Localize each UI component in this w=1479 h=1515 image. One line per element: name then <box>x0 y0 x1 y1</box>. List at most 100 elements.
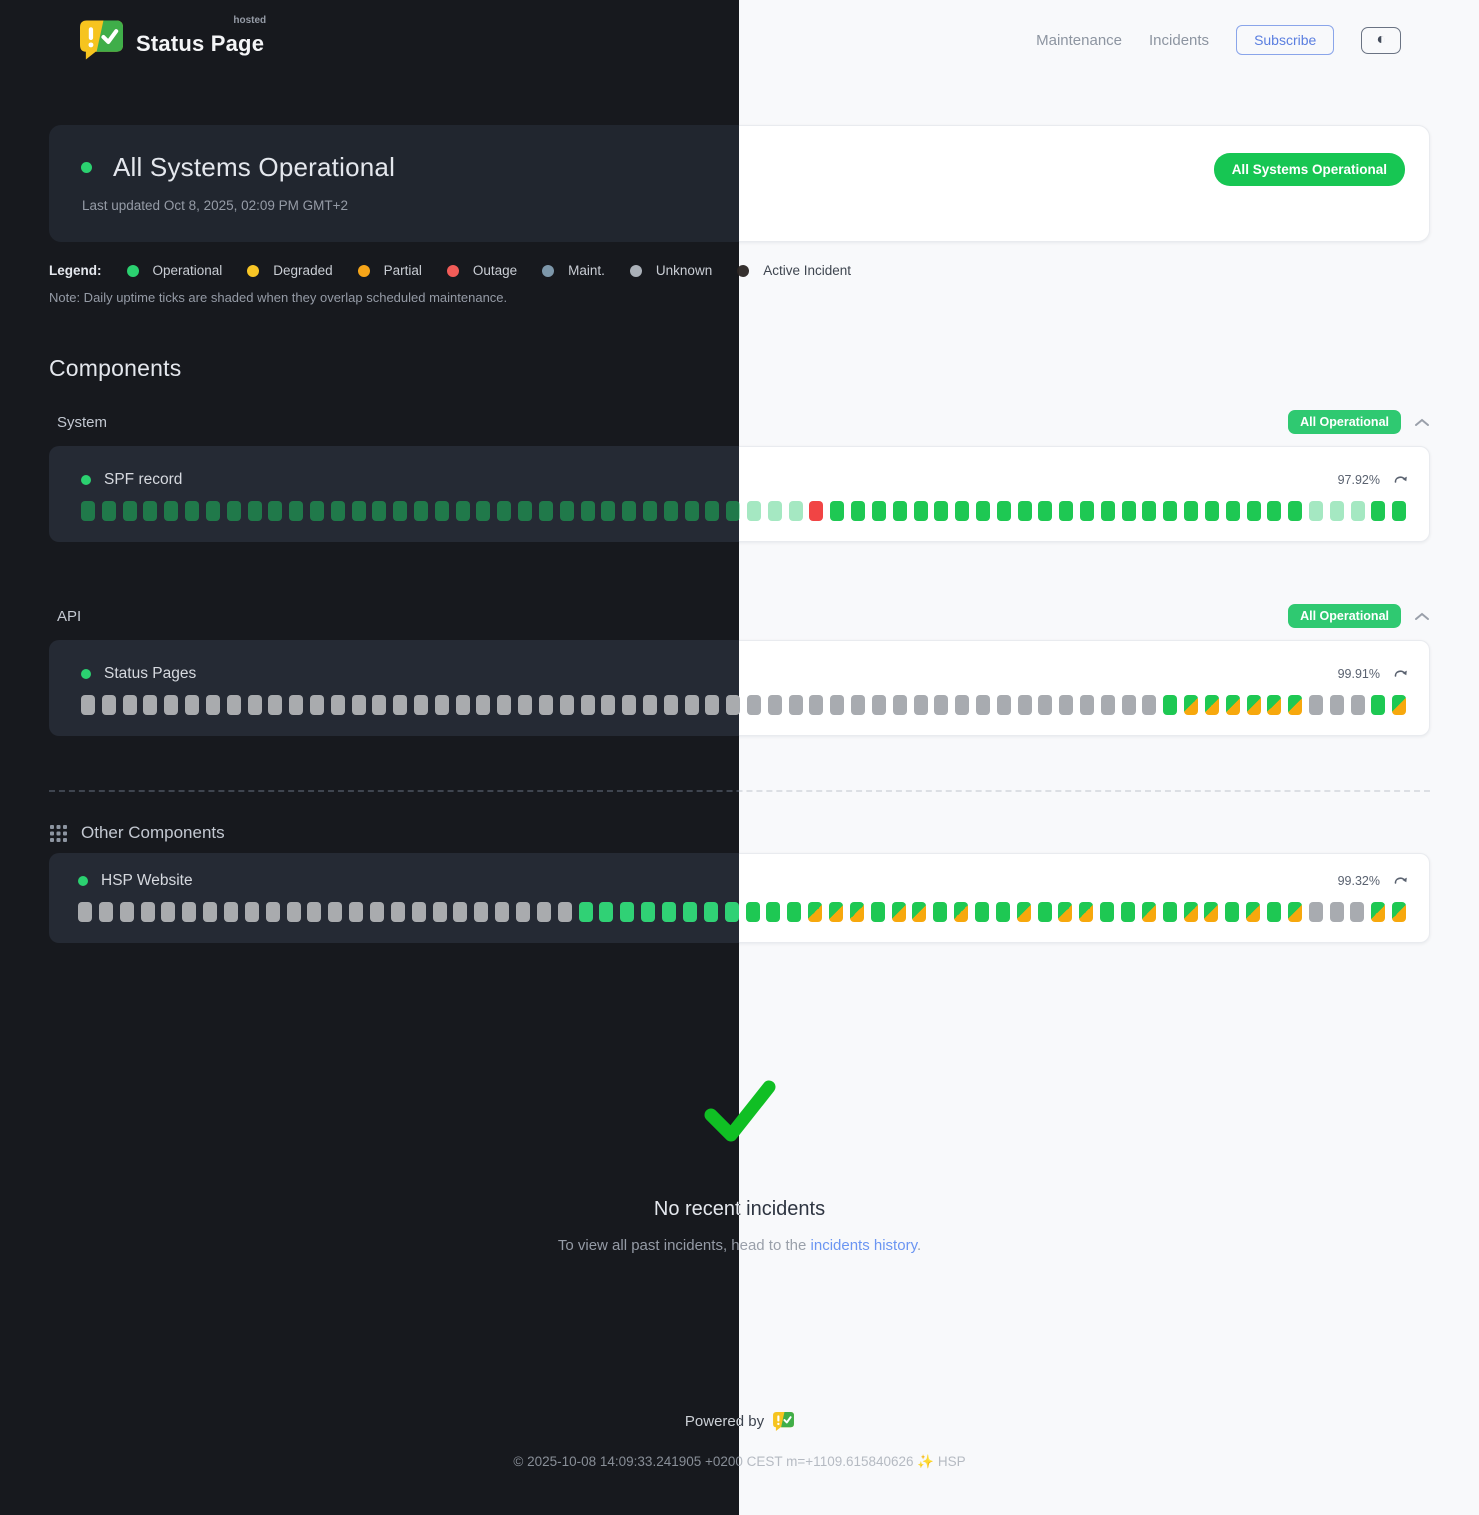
uptime-tick-dim[interactable] <box>122 501 137 521</box>
uptime-tick-op[interactable] <box>892 501 907 521</box>
uptime-tick-mx[interactable] <box>1287 902 1302 922</box>
uptime-tick-dim[interactable] <box>185 501 200 521</box>
uptime-tick-op[interactable] <box>955 501 970 521</box>
uptime-tick-unk[interactable] <box>516 902 531 922</box>
uptime-tick-op[interactable] <box>1059 501 1074 521</box>
uptime-tick-op[interactable] <box>599 902 614 922</box>
uptime-tick-unk[interactable] <box>119 902 134 922</box>
uptime-tick-mx[interactable] <box>1141 902 1156 922</box>
uptime-tick-dim[interactable] <box>518 501 533 521</box>
uptime-tick-unk[interactable] <box>455 695 470 715</box>
uptime-tick-unk[interactable] <box>205 695 220 715</box>
uptime-tick-mx[interactable] <box>1058 902 1073 922</box>
uptime-tick-unk[interactable] <box>1080 695 1094 715</box>
uptime-tick-mx[interactable] <box>1392 902 1407 922</box>
uptime-tick-op[interactable] <box>1017 501 1032 521</box>
subscribe-button[interactable]: Subscribe <box>1236 25 1335 55</box>
uptime-tick-unk[interactable] <box>393 695 408 715</box>
uptime-tick-mx[interactable] <box>1204 902 1219 922</box>
uptime-tick-unk[interactable] <box>351 695 366 715</box>
uptime-tick-dim[interactable] <box>164 501 179 521</box>
uptime-tick-dim[interactable] <box>684 501 699 521</box>
uptime-tick-op[interactable] <box>641 902 656 922</box>
uptime-tick-dim[interactable] <box>726 501 741 521</box>
uptime-tick-dim[interactable] <box>330 501 345 521</box>
uptime-tick-dim[interactable] <box>226 501 241 521</box>
uptime-tick-unk[interactable] <box>726 695 741 715</box>
uptime-tick-unk[interactable] <box>1308 695 1323 715</box>
uptime-tick-unk[interactable] <box>101 695 116 715</box>
uptime-tick-unk[interactable] <box>434 695 449 715</box>
uptime-tick-op[interactable] <box>1038 501 1053 521</box>
uptime-tick-dim[interactable] <box>434 501 449 521</box>
uptime-tick-dim[interactable] <box>205 501 220 521</box>
uptime-tick-unk[interactable] <box>871 695 886 715</box>
uptime-tick-op[interactable] <box>1163 695 1178 715</box>
uptime-tick-unk[interactable] <box>557 902 572 922</box>
uptime-tick-dim[interactable] <box>476 501 491 521</box>
uptime-tick-dim[interactable] <box>788 501 803 521</box>
uptime-tick-op[interactable] <box>830 501 845 521</box>
uptime-tick-dim[interactable] <box>81 501 95 521</box>
uptime-tick-mx[interactable] <box>1288 695 1303 715</box>
uptime-tick-dim[interactable] <box>705 501 720 521</box>
uptime-tick-unk[interactable] <box>684 695 699 715</box>
uptime-tick-unk[interactable] <box>996 695 1011 715</box>
uptime-tick-op[interactable] <box>1100 501 1115 521</box>
nav-maintenance[interactable]: Maintenance <box>1036 31 1123 49</box>
uptime-tick-unk[interactable] <box>934 695 949 715</box>
uptime-tick-unk[interactable] <box>1100 695 1115 715</box>
uptime-tick-dim[interactable] <box>497 501 512 521</box>
uptime-tick-dim[interactable] <box>622 501 637 521</box>
uptime-tick-unk[interactable] <box>203 902 218 922</box>
uptime-tick-op[interactable] <box>1142 501 1157 521</box>
uptime-tick-mx[interactable] <box>828 902 843 922</box>
uptime-tick-mx[interactable] <box>1225 695 1240 715</box>
uptime-tick-dim[interactable] <box>143 501 158 521</box>
uptime-tick-unk[interactable] <box>474 902 489 922</box>
uptime-tick-unk[interactable] <box>1059 695 1074 715</box>
uptime-tick-op[interactable] <box>745 902 760 922</box>
uptime-tick-unk[interactable] <box>1038 695 1053 715</box>
uptime-tick-mx[interactable] <box>1371 902 1386 922</box>
uptime-tick-dim[interactable] <box>289 501 304 521</box>
uptime-tick-unk[interactable] <box>1350 695 1365 715</box>
uptime-tick-dim[interactable] <box>351 501 366 521</box>
uptime-tick-dim[interactable] <box>101 501 116 521</box>
uptime-tick-unk[interactable] <box>309 695 324 715</box>
uptime-tick-op[interactable] <box>1371 501 1386 521</box>
uptime-tick-op[interactable] <box>1100 902 1115 922</box>
uptime-tick-unk[interactable] <box>495 902 510 922</box>
uptime-tick-unk[interactable] <box>536 902 551 922</box>
uptime-tick-dim[interactable] <box>455 501 470 521</box>
incidents-history-link[interactable]: incidents history <box>810 1237 917 1254</box>
uptime-tick-unk[interactable] <box>622 695 637 715</box>
uptime-tick-mx[interactable] <box>1079 902 1094 922</box>
uptime-tick-unk[interactable] <box>164 695 179 715</box>
uptime-tick-unk[interactable] <box>1329 902 1344 922</box>
uptime-tick-unk[interactable] <box>1350 902 1365 922</box>
uptime-tick-unk[interactable] <box>143 695 158 715</box>
refresh-icon[interactable] <box>1394 475 1407 486</box>
uptime-tick-op[interactable] <box>662 902 677 922</box>
uptime-tick-mx[interactable] <box>1267 695 1282 715</box>
uptime-tick-unk[interactable] <box>497 695 512 715</box>
uptime-tick-unk[interactable] <box>414 695 428 715</box>
uptime-tick-mx[interactable] <box>912 902 927 922</box>
uptime-tick-dim[interactable] <box>663 501 678 521</box>
uptime-tick-unk[interactable] <box>349 902 364 922</box>
uptime-tick-unk[interactable] <box>286 902 301 922</box>
uptime-tick-op[interactable] <box>703 902 718 922</box>
uptime-tick-unk[interactable] <box>224 902 239 922</box>
uptime-tick-unk[interactable] <box>370 902 385 922</box>
uptime-tick-op[interactable] <box>934 501 949 521</box>
uptime-tick-dim[interactable] <box>767 501 782 521</box>
uptime-tick-op[interactable] <box>871 501 886 521</box>
uptime-tick-mx[interactable] <box>1204 695 1219 715</box>
uptime-tick-dim[interactable] <box>538 501 553 521</box>
uptime-tick-dim[interactable] <box>393 501 408 521</box>
uptime-tick-op[interactable] <box>724 902 739 922</box>
uptime-tick-out[interactable] <box>809 501 824 521</box>
uptime-tick-dim[interactable] <box>268 501 283 521</box>
uptime-tick-unk[interactable] <box>1017 695 1032 715</box>
